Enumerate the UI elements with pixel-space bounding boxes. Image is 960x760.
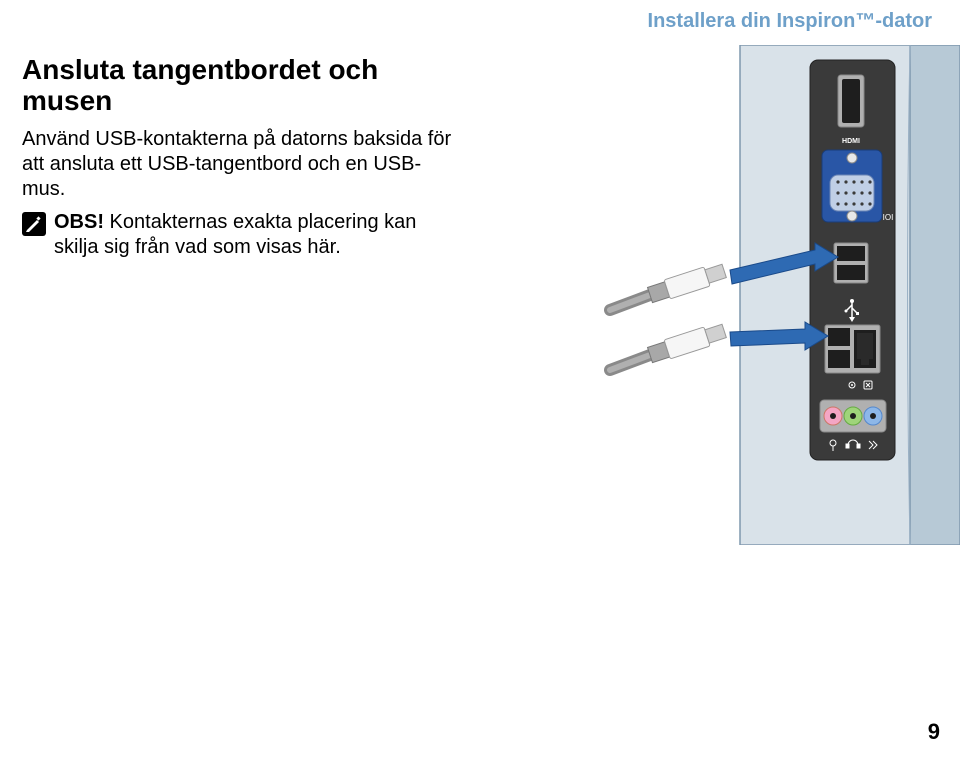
note-icon	[22, 212, 46, 241]
text-column: Ansluta tangentbordet och musen Använd U…	[22, 55, 462, 260]
illustration: HDMI IOI	[590, 45, 960, 545]
page-header: Installera din Inspiron™-dator	[648, 10, 932, 33]
body-paragraph: Använd USB-kontakterna på datorns baksid…	[22, 127, 462, 202]
section-title: Ansluta tangentbordet och musen	[22, 55, 462, 117]
note-body: Kontakternas exakta placering kan skilja…	[54, 211, 416, 258]
page-number: 9	[928, 719, 940, 745]
svg-text:HDMI: HDMI	[842, 138, 860, 145]
note-text: OBS! Kontakternas exakta placering kan s…	[54, 210, 462, 260]
svg-text:IOI: IOI	[883, 213, 894, 222]
note-row: OBS! Kontakternas exakta placering kan s…	[22, 210, 462, 260]
note-label: OBS!	[54, 211, 104, 233]
